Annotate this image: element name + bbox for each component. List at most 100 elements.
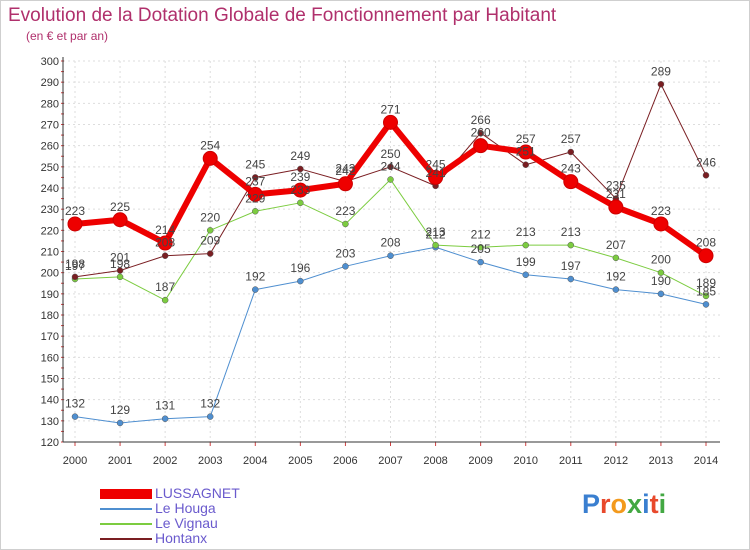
data-label: 209 xyxy=(200,234,220,248)
data-point xyxy=(71,413,79,420)
data-point xyxy=(112,212,128,228)
data-label: 197 xyxy=(561,259,581,273)
data-label: 198 xyxy=(110,257,130,271)
data-point xyxy=(206,250,214,257)
data-point xyxy=(297,277,304,285)
chart-subtitle: (en € et par an) xyxy=(26,29,109,43)
data-point xyxy=(612,254,620,262)
data-label: 251 xyxy=(516,145,536,159)
data-point xyxy=(653,216,669,232)
data-label: 212 xyxy=(426,227,446,241)
logo-letter: r xyxy=(600,489,611,519)
data-label: 208 xyxy=(696,236,716,250)
data-point xyxy=(432,241,439,249)
data-point xyxy=(477,244,484,251)
y-tick-label: 250 xyxy=(41,162,59,174)
data-point xyxy=(477,258,484,266)
y-tick-label: 190 xyxy=(41,289,59,301)
data-point xyxy=(297,199,304,207)
data-label: 237 xyxy=(245,174,265,188)
legend-label: Le Houga xyxy=(155,500,216,516)
data-label: 235 xyxy=(606,179,626,193)
legend-swatch xyxy=(100,538,152,540)
data-label: 229 xyxy=(245,191,265,205)
x-tick-label: 2013 xyxy=(649,455,673,467)
data-label: 192 xyxy=(606,270,626,284)
data-label: 243 xyxy=(561,162,581,176)
x-tick-label: 2009 xyxy=(468,455,492,467)
y-tick-label: 260 xyxy=(41,141,59,153)
data-point xyxy=(67,216,83,232)
data-label: 212 xyxy=(471,227,491,241)
x-tick-label: 2011 xyxy=(559,455,583,467)
data-point xyxy=(206,413,214,420)
data-label: 214 xyxy=(155,223,175,237)
data-point xyxy=(698,248,714,264)
data-label: 213 xyxy=(516,225,536,239)
data-label: 132 xyxy=(65,397,85,411)
data-point xyxy=(252,174,259,181)
logo-letter: o xyxy=(610,489,628,519)
data-point xyxy=(161,296,169,304)
data-point xyxy=(206,227,214,234)
y-tick-label: 150 xyxy=(41,374,59,386)
legend-label: Le Vignau xyxy=(155,515,218,531)
data-point xyxy=(657,290,665,298)
legend-swatch xyxy=(100,508,152,510)
data-point xyxy=(563,174,579,190)
data-label: 289 xyxy=(651,64,671,78)
data-point xyxy=(387,252,394,259)
y-tick-label: 200 xyxy=(41,268,59,280)
y-tick-label: 220 xyxy=(41,225,59,237)
data-label: 213 xyxy=(426,225,446,239)
data-point xyxy=(71,273,79,281)
legend-label: Hontanx xyxy=(155,530,208,546)
data-label: 245 xyxy=(245,157,265,171)
y-tick-label: 230 xyxy=(41,204,59,216)
legend-label: LUSSAGNET xyxy=(155,485,240,501)
y-tick-label: 240 xyxy=(41,183,59,195)
data-label: 203 xyxy=(335,246,355,260)
data-point xyxy=(567,275,575,283)
data-label: 244 xyxy=(380,160,400,174)
data-label: 254 xyxy=(200,138,220,152)
data-label: 220 xyxy=(200,210,220,224)
legend-swatch xyxy=(100,523,152,525)
data-label: 129 xyxy=(110,403,130,417)
data-label: 192 xyxy=(245,270,265,284)
data-point xyxy=(612,286,620,293)
data-point xyxy=(116,273,124,281)
data-label: 213 xyxy=(561,225,581,239)
data-label: 198 xyxy=(65,257,85,271)
data-label: 190 xyxy=(651,274,671,288)
data-point xyxy=(428,169,444,185)
data-label: 196 xyxy=(290,261,310,275)
data-point xyxy=(608,199,624,215)
x-tick-label: 2006 xyxy=(333,455,357,467)
data-label: 132 xyxy=(200,397,220,411)
y-tick-label: 140 xyxy=(41,395,59,407)
data-label: 241 xyxy=(426,166,446,180)
data-label: 185 xyxy=(696,284,716,298)
data-point xyxy=(247,186,263,202)
data-point xyxy=(342,220,349,228)
data-label: 200 xyxy=(651,253,671,267)
data-point xyxy=(522,161,529,168)
data-label: 208 xyxy=(380,236,400,250)
data-label: 223 xyxy=(651,204,671,218)
data-point xyxy=(657,269,665,276)
logo-letter: i xyxy=(642,489,650,519)
data-point xyxy=(292,182,308,198)
data-label: 239 xyxy=(290,170,310,184)
logo-letter: t xyxy=(649,489,659,519)
data-point xyxy=(116,267,124,274)
logo-letter: P xyxy=(582,489,601,519)
y-tick-label: 290 xyxy=(41,77,59,89)
chart-title: Evolution de la Dotation Globale de Fonc… xyxy=(8,5,557,26)
data-label: 271 xyxy=(380,102,400,116)
data-label: 231 xyxy=(606,187,626,201)
data-point xyxy=(522,271,529,279)
data-point xyxy=(473,138,489,154)
data-point xyxy=(387,163,394,171)
